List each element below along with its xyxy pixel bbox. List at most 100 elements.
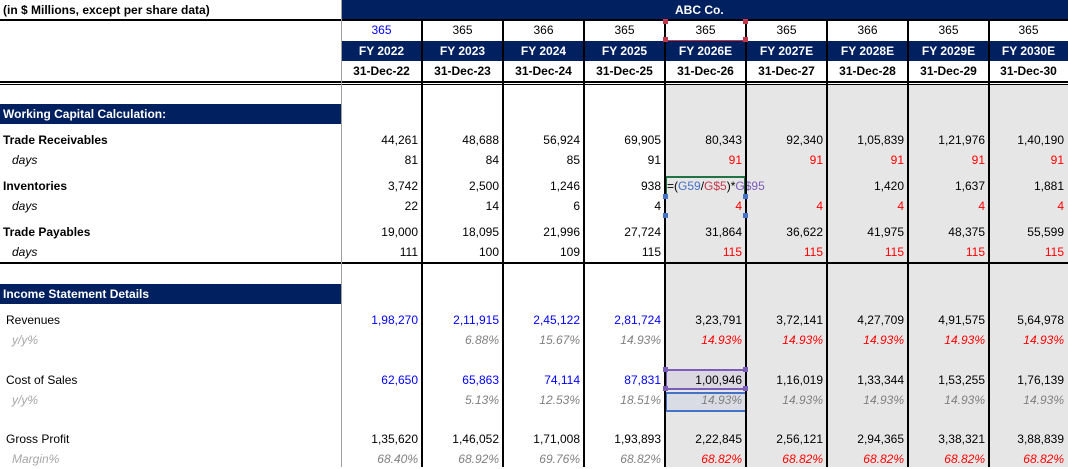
row-label[interactable]: y/y%: [12, 333, 39, 347]
value-cell[interactable]: 74,114: [544, 373, 580, 387]
value-cell[interactable]: 12.53%: [539, 393, 580, 407]
value-cell[interactable]: 2,500: [468, 179, 499, 193]
period-end-date[interactable]: 31-Dec-26: [677, 64, 734, 78]
selection-handle[interactable]: [663, 37, 668, 42]
value-cell[interactable]: 91: [1050, 153, 1064, 167]
row-label[interactable]: Cost of Sales: [6, 373, 78, 387]
value-cell[interactable]: 56,924: [543, 133, 580, 147]
row-label[interactable]: days: [12, 153, 38, 167]
value-cell[interactable]: 4: [897, 199, 904, 213]
value-cell[interactable]: 81: [404, 153, 418, 167]
value-cell[interactable]: 68.82%: [1023, 452, 1064, 466]
value-cell[interactable]: 3,88,839: [1017, 432, 1064, 446]
value-cell[interactable]: 91: [647, 153, 661, 167]
value-cell[interactable]: 1,16,019: [776, 373, 823, 387]
value-cell[interactable]: 115: [722, 245, 742, 259]
days-cell[interactable]: 366: [857, 23, 878, 37]
value-cell[interactable]: 1,00,946: [695, 373, 742, 387]
row-label[interactable]: days: [12, 199, 38, 213]
value-cell[interactable]: 87,831: [624, 373, 661, 387]
selection-handle[interactable]: [663, 19, 668, 24]
period-end-date[interactable]: 31-Dec-24: [515, 64, 572, 78]
period-end-date[interactable]: 31-Dec-29: [920, 64, 977, 78]
value-cell[interactable]: 14.93%: [782, 333, 823, 347]
value-cell[interactable]: 111: [399, 245, 418, 259]
value-cell[interactable]: 14: [485, 199, 499, 213]
value-cell[interactable]: 68.82%: [863, 452, 904, 466]
selection-handle[interactable]: [743, 37, 748, 42]
value-cell[interactable]: 14.93%: [701, 393, 742, 407]
value-cell[interactable]: 14.93%: [863, 393, 904, 407]
value-cell[interactable]: 1,420: [873, 179, 904, 193]
value-cell[interactable]: 55,599: [1027, 225, 1064, 239]
value-cell[interactable]: 48,688: [462, 133, 499, 147]
value-cell[interactable]: 91: [971, 153, 985, 167]
value-cell[interactable]: 68.82%: [701, 452, 742, 466]
value-cell[interactable]: 91: [728, 153, 742, 167]
fiscal-year-header[interactable]: FY 2023: [422, 41, 503, 61]
value-cell[interactable]: 2,81,724: [614, 313, 661, 327]
value-cell[interactable]: 68.82%: [944, 452, 985, 466]
value-cell[interactable]: 91: [890, 153, 904, 167]
selection-handle[interactable]: [743, 367, 748, 372]
value-cell[interactable]: 1,246: [549, 179, 580, 193]
period-end-date[interactable]: 31-Dec-25: [596, 64, 653, 78]
fiscal-year-header[interactable]: FY 2022: [341, 41, 422, 61]
value-cell[interactable]: 41,975: [867, 225, 904, 239]
value-cell[interactable]: 4: [654, 199, 661, 213]
value-cell[interactable]: 65,863: [462, 373, 499, 387]
value-cell[interactable]: 22: [404, 199, 418, 213]
value-cell[interactable]: 68.82%: [620, 452, 661, 466]
value-cell[interactable]: 69,905: [624, 133, 661, 147]
value-cell[interactable]: 44,261: [381, 133, 418, 147]
value-cell[interactable]: 3,742: [387, 179, 418, 193]
value-cell[interactable]: 14.93%: [782, 393, 823, 407]
period-end-date[interactable]: 31-Dec-27: [758, 64, 815, 78]
value-cell[interactable]: 1,33,344: [857, 373, 904, 387]
value-cell[interactable]: 5.13%: [464, 393, 499, 407]
selection-handle[interactable]: [743, 386, 748, 391]
fiscal-year-header[interactable]: FY 2028E: [827, 41, 908, 61]
value-cell[interactable]: 3,72,141: [776, 313, 823, 327]
value-cell[interactable]: 14.93%: [863, 333, 904, 347]
value-cell[interactable]: 2,94,365: [857, 432, 904, 446]
value-cell[interactable]: 4: [816, 199, 823, 213]
value-cell[interactable]: 1,40,190: [1017, 133, 1064, 147]
fiscal-year-header[interactable]: FY 2030E: [989, 41, 1068, 61]
value-cell[interactable]: 2,22,845: [695, 432, 742, 446]
period-end-date[interactable]: 31-Dec-23: [434, 64, 491, 78]
value-cell[interactable]: 5,64,978: [1017, 313, 1064, 327]
value-cell[interactable]: 115: [884, 245, 904, 259]
section-title[interactable]: Income Statement Details: [0, 284, 341, 304]
value-cell[interactable]: 4,91,575: [938, 313, 985, 327]
value-cell[interactable]: 1,71,008: [533, 432, 580, 446]
row-label[interactable]: Inventories: [3, 179, 68, 193]
fiscal-year-header[interactable]: FY 2029E: [908, 41, 989, 61]
selection-handle[interactable]: [743, 19, 748, 24]
value-cell[interactable]: 4: [1057, 199, 1064, 213]
value-cell[interactable]: 115: [641, 245, 661, 259]
value-cell[interactable]: 14.93%: [1023, 393, 1064, 407]
value-cell[interactable]: 1,35,620: [371, 432, 418, 446]
selection-handle[interactable]: [663, 386, 668, 391]
value-cell[interactable]: 84: [485, 153, 499, 167]
row-label[interactable]: Gross Profit: [6, 432, 70, 446]
active-cell-value[interactable]: 4: [735, 199, 742, 213]
fiscal-year-header[interactable]: FY 2025: [584, 41, 665, 61]
value-cell[interactable]: 18.51%: [620, 393, 661, 407]
value-cell[interactable]: 1,93,893: [614, 432, 661, 446]
value-cell[interactable]: 1,98,270: [371, 313, 418, 327]
value-cell[interactable]: 14.93%: [944, 333, 985, 347]
value-cell[interactable]: 19,000: [381, 225, 418, 239]
value-cell[interactable]: 1,21,976: [938, 133, 985, 147]
value-cell[interactable]: 14.93%: [701, 333, 742, 347]
selection-handle[interactable]: [663, 213, 668, 218]
section-title[interactable]: Working Capital Calculation:: [0, 104, 341, 124]
value-cell[interactable]: 1,76,139: [1017, 373, 1064, 387]
days-cell[interactable]: 365: [614, 23, 635, 37]
row-label[interactable]: Trade Payables: [3, 225, 91, 239]
value-cell[interactable]: 62,650: [381, 373, 418, 387]
value-cell[interactable]: 109: [559, 245, 580, 259]
value-cell[interactable]: 68.92%: [458, 452, 499, 466]
value-cell[interactable]: 31,864: [705, 225, 742, 239]
